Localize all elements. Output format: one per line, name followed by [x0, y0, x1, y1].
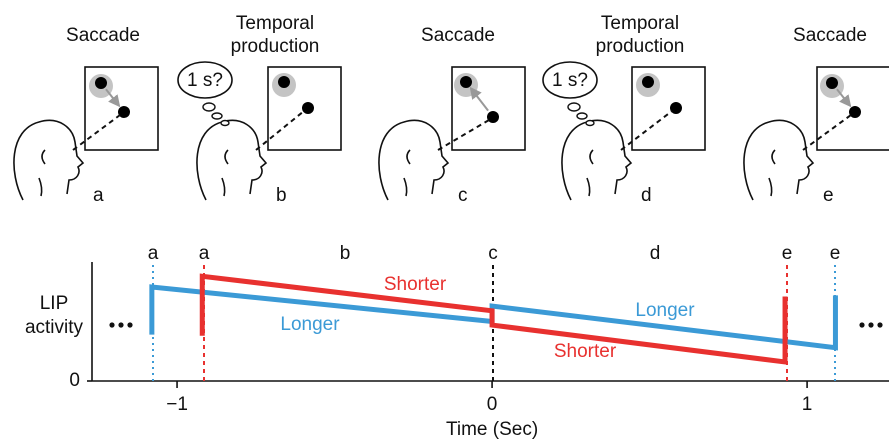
series-label: Shorter — [384, 274, 447, 295]
epoch-label: c — [488, 243, 498, 264]
epoch-label: b — [340, 243, 351, 264]
epoch-label: a — [148, 243, 159, 264]
jaw — [769, 178, 772, 196]
ear — [407, 150, 410, 164]
ellipsis-dot — [868, 322, 873, 327]
jaw — [404, 178, 407, 196]
panel-letter: b — [276, 185, 287, 206]
y-tick-label: 0 — [69, 370, 80, 391]
head — [562, 120, 631, 200]
page: {"panels": [ {"title": "Saccade", "lette… — [0, 0, 889, 442]
figure: a b 1 s? c d 1 s? e −1 0 1 0 Time (Sec) a a b c d e e Longe… — [0, 0, 889, 442]
x-axis-label: Time (Sec) — [446, 419, 538, 440]
thought-text: 1 s? — [187, 70, 223, 91]
series-label: Shorter — [554, 341, 617, 362]
fixation-dot — [642, 76, 654, 88]
ellipsis-dot — [877, 322, 882, 327]
x-tick-label: 1 — [802, 394, 813, 415]
thought-puff — [203, 103, 215, 111]
head — [197, 120, 266, 200]
panel-letter: c — [458, 185, 468, 206]
series-label: Longer — [280, 314, 340, 335]
panel-title: Saccade — [388, 8, 528, 62]
head — [379, 120, 448, 200]
epoch-label: e — [782, 243, 793, 264]
x-tick-label: −1 — [166, 394, 188, 415]
jaw — [39, 178, 42, 196]
fixation-dot — [826, 77, 838, 89]
panel-title: Temporal production — [570, 8, 710, 62]
ellipsis-dot — [118, 322, 123, 327]
panel-title: Saccade — [33, 8, 173, 62]
jaw — [587, 178, 590, 196]
epoch-label: a — [199, 243, 210, 264]
head — [744, 120, 813, 200]
y-axis-label: LIP activity — [14, 292, 94, 340]
panel-title: Temporal production — [205, 8, 345, 62]
fixation-dot — [95, 77, 107, 89]
thought-puff — [221, 121, 229, 126]
series-label: Longer — [635, 300, 695, 321]
head — [14, 120, 83, 200]
jaw — [222, 178, 225, 196]
panel-letter: a — [93, 185, 104, 206]
fixation-dot — [460, 76, 472, 88]
ellipsis-dot — [109, 322, 114, 327]
ear — [772, 150, 775, 164]
target-dot — [302, 102, 314, 114]
thought-text: 1 s? — [552, 70, 588, 91]
epoch-label: e — [830, 243, 841, 264]
epoch-label: d — [650, 243, 661, 264]
ear — [225, 150, 228, 164]
thought-puff — [577, 113, 587, 119]
thought-puff — [212, 113, 222, 119]
panel-letter: d — [641, 185, 652, 206]
ellipsis-dot — [859, 322, 864, 327]
thought-puff — [568, 103, 580, 111]
panel-letter: e — [823, 185, 834, 206]
ellipsis-dot — [127, 322, 132, 327]
ear — [590, 150, 593, 164]
ear — [42, 150, 45, 164]
fixation-dot — [278, 76, 290, 88]
panel-title: Saccade — [760, 8, 889, 62]
thought-puff — [586, 121, 594, 126]
x-tick-label: 0 — [487, 394, 498, 415]
